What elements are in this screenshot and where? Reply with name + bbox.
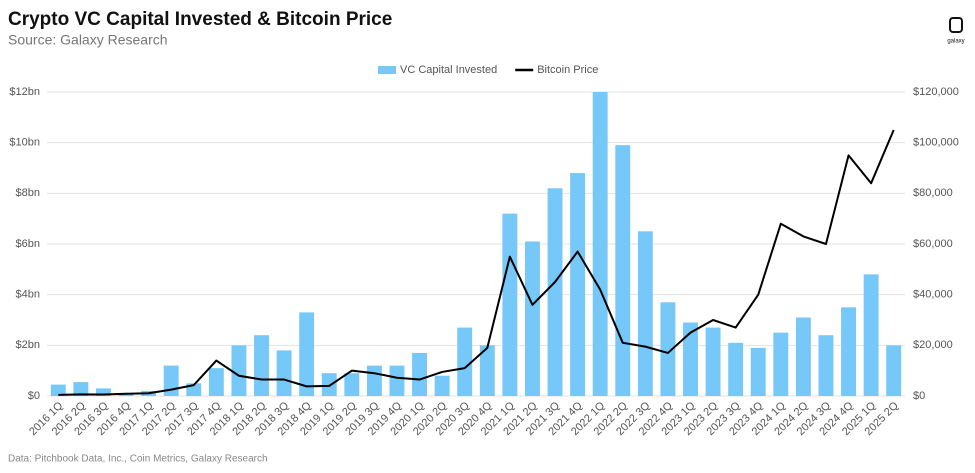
y-tick-label: $8bn <box>16 187 40 199</box>
bar <box>660 302 676 396</box>
legend-swatch <box>378 66 396 74</box>
bar <box>208 368 224 396</box>
bar <box>457 327 473 396</box>
y2-tick-label: $120,000 <box>913 86 959 98</box>
y2-tick-label: $80,000 <box>913 187 953 199</box>
bar <box>841 307 857 396</box>
bar <box>637 231 653 396</box>
y2-tick-label: $100,000 <box>913 137 959 149</box>
legend-label: VC Capital Invested <box>400 64 497 76</box>
bar <box>524 241 540 396</box>
bar <box>299 312 315 396</box>
y2-tick-label: $40,000 <box>913 289 953 301</box>
chart-subtitle: Source: Galaxy Research <box>8 32 168 48</box>
bar <box>254 335 269 396</box>
bar <box>389 365 405 396</box>
bar <box>479 345 495 396</box>
logo-icon <box>949 17 963 33</box>
bar <box>502 213 518 396</box>
bar <box>683 322 698 396</box>
bar <box>615 145 631 396</box>
bar <box>886 345 902 396</box>
source-note: Data: Pitchbook Data, Inc., Coin Metrics… <box>8 454 268 465</box>
bar <box>773 332 789 396</box>
bar <box>412 352 428 396</box>
y2-tick-label: $0 <box>913 390 925 402</box>
bar <box>276 350 292 396</box>
y-tick-label: $12bn <box>9 86 40 98</box>
bar <box>705 327 721 396</box>
bar <box>750 347 766 396</box>
bar <box>344 373 360 396</box>
bar <box>818 335 834 396</box>
legend-label: Bitcoin Price <box>537 64 598 76</box>
bar <box>863 274 879 396</box>
bar <box>73 382 89 396</box>
legend-item: VC Capital Invested <box>378 64 497 76</box>
bar <box>547 188 563 396</box>
y-tick-label: $10bn <box>9 137 40 149</box>
y-tick-label: $6bn <box>16 238 40 250</box>
line <box>58 129 895 396</box>
bar <box>728 342 744 396</box>
logo: galaxy <box>947 17 965 45</box>
logo-text: galaxy <box>947 39 964 45</box>
chart-title: Crypto VC Capital Invested & Bitcoin Pri… <box>8 9 392 30</box>
bar <box>366 365 382 396</box>
bar <box>95 388 111 396</box>
y-tick-label: $0 <box>28 390 40 402</box>
y-tick-label: $4bn <box>16 289 40 301</box>
y2-tick-label: $20,000 <box>913 339 953 351</box>
bar <box>592 92 608 396</box>
bar <box>434 375 450 396</box>
bar <box>50 384 66 396</box>
y-tick-label: $2bn <box>16 339 40 351</box>
bar <box>231 345 247 396</box>
y2-tick-label: $60,000 <box>913 238 953 250</box>
bar <box>795 317 811 396</box>
bar <box>118 393 134 396</box>
bar <box>321 373 337 396</box>
legend-item: Bitcoin Price <box>515 64 598 76</box>
bar <box>570 173 586 396</box>
